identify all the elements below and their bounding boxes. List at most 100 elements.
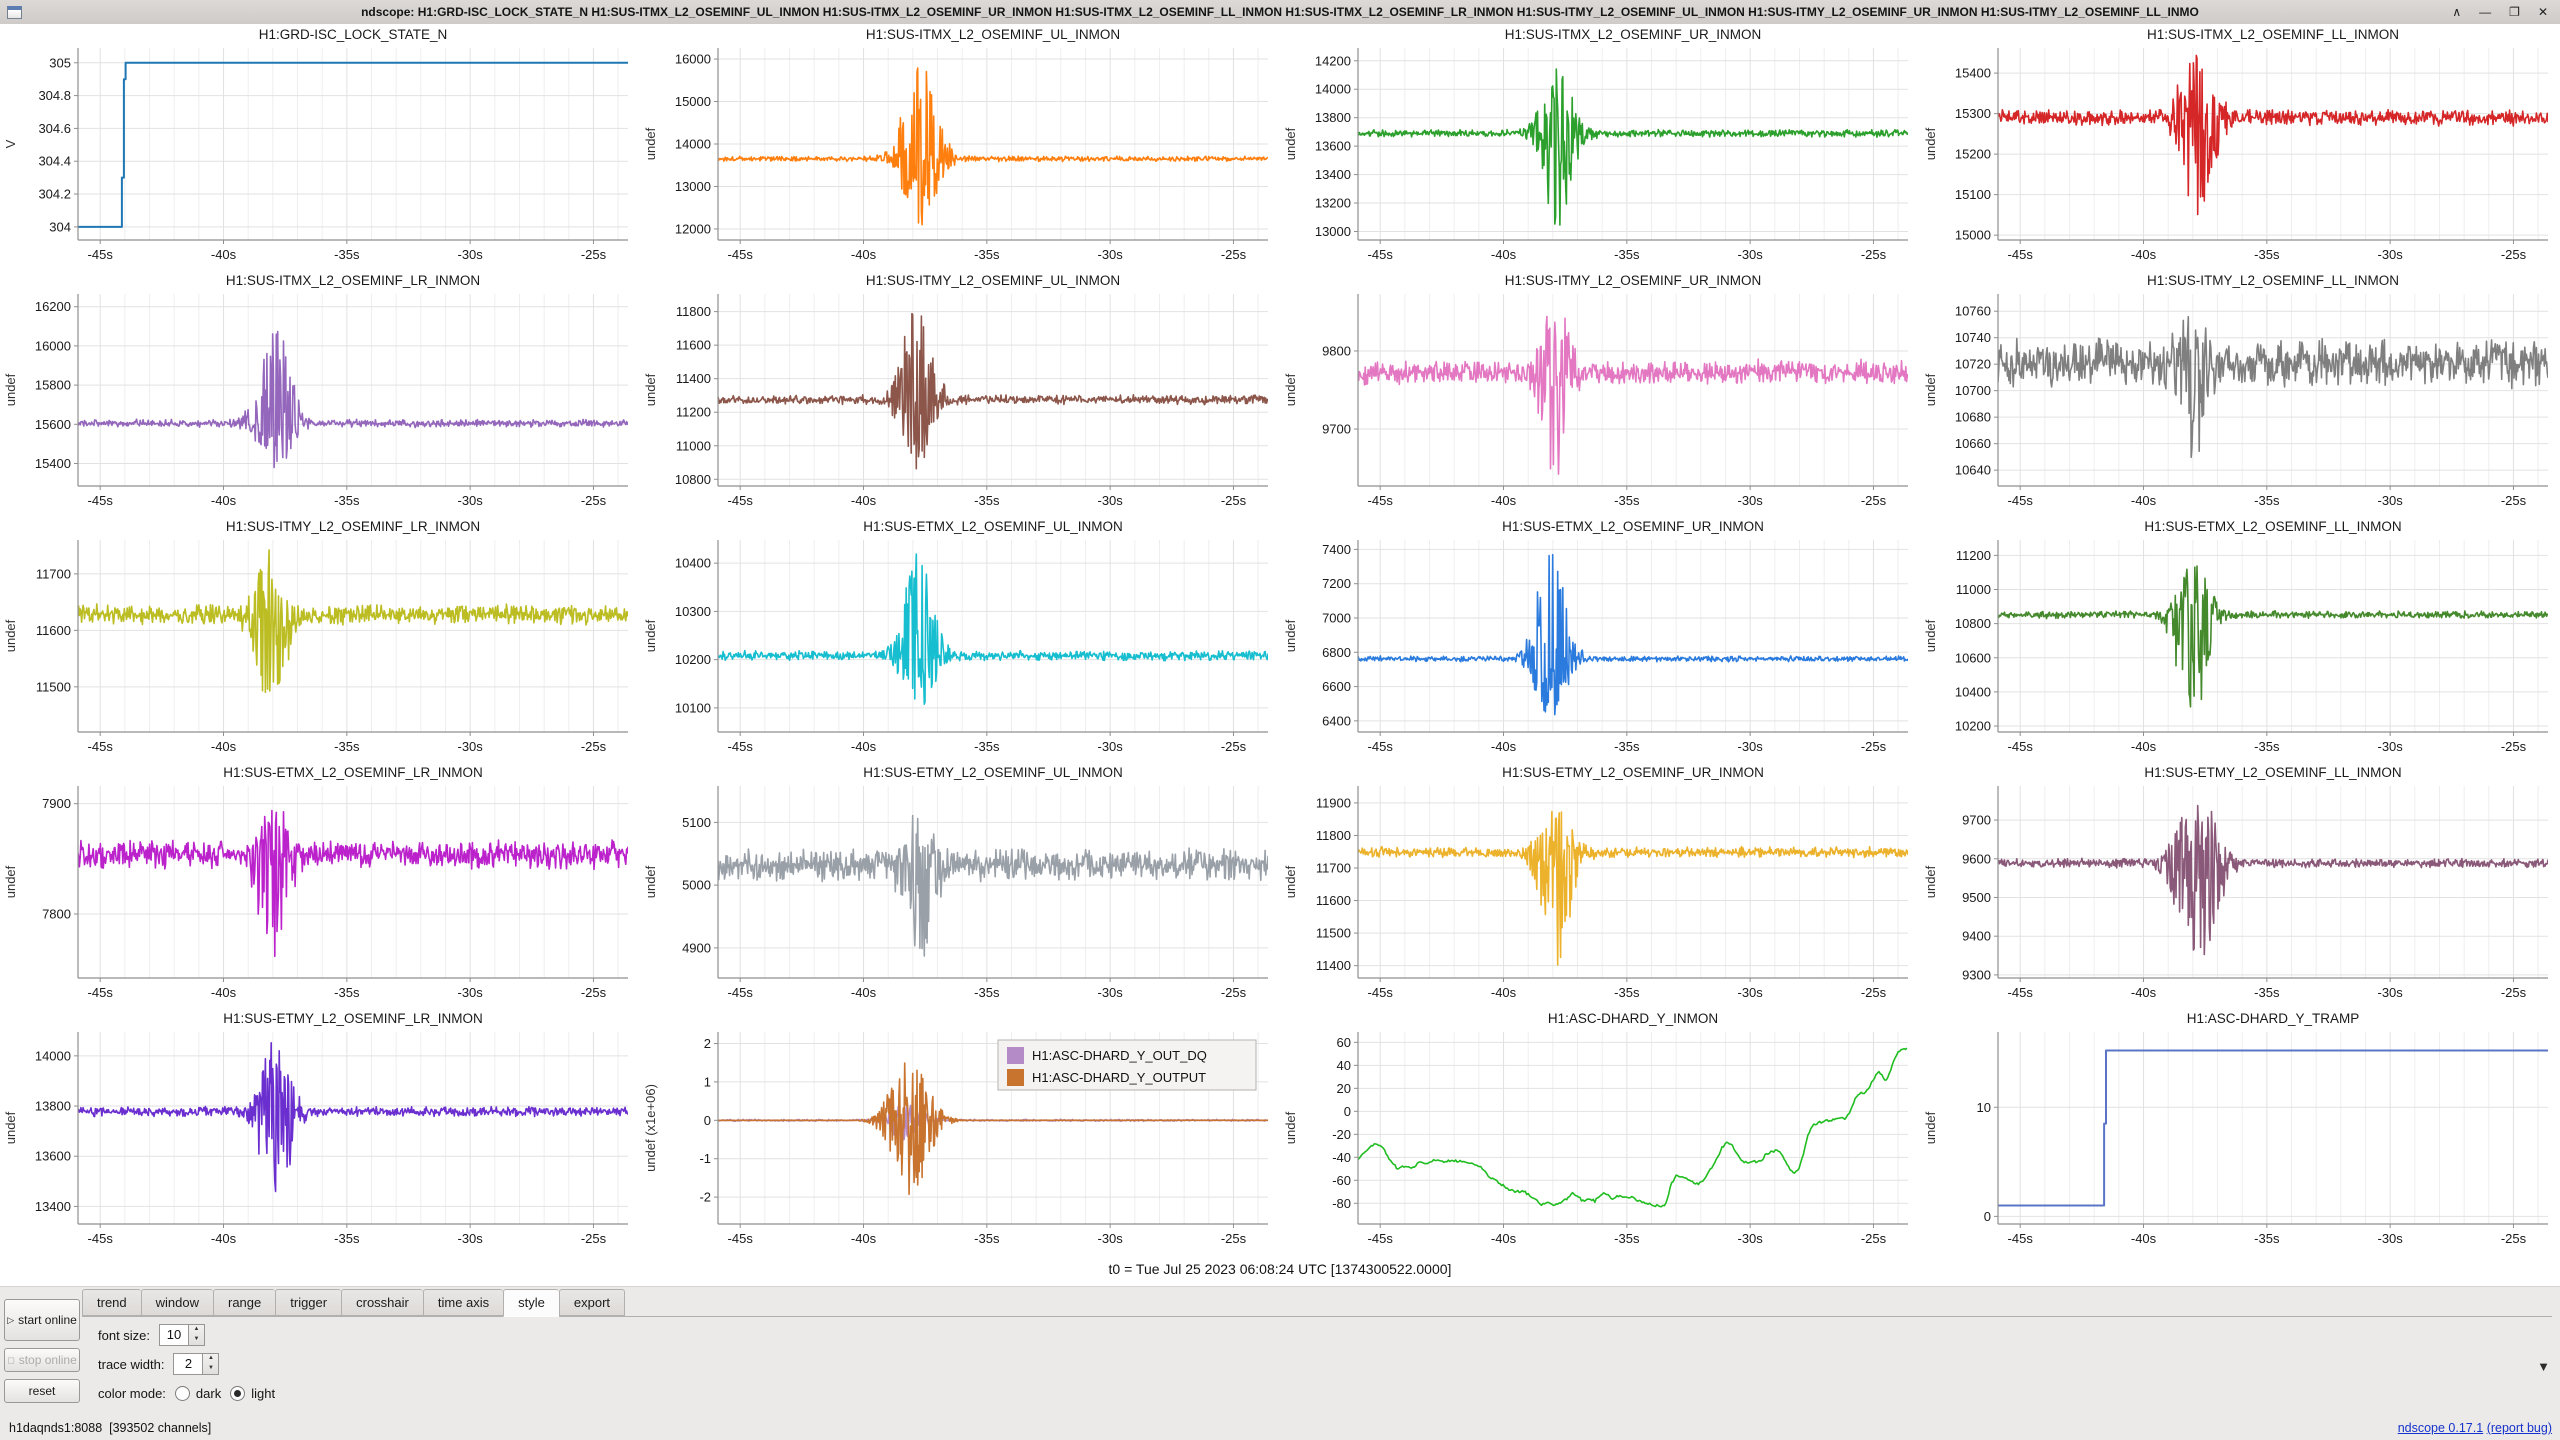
x-tick-label: -40s xyxy=(1491,493,1517,508)
color-mode-radio-dark[interactable] xyxy=(174,1385,190,1401)
y-tick-label: -2 xyxy=(699,1190,711,1205)
y-tick-label: 16000 xyxy=(675,52,711,67)
stop-online-button[interactable]: ◻ stop online xyxy=(4,1348,80,1372)
y-axis-label: undef xyxy=(1283,127,1298,160)
y-tick-label: 9800 xyxy=(1322,343,1351,358)
plot-canvas[interactable]: -45s -40s -35s -30s -25s 7800 7900 H1:SUS-ETMX_… xyxy=(0,762,640,1008)
maximize-icon[interactable]: ❐ xyxy=(2509,5,2520,19)
y-tick-label: 14200 xyxy=(1315,53,1351,68)
tab-style[interactable]: style xyxy=(503,1289,559,1317)
tab-range[interactable]: range xyxy=(213,1289,276,1316)
plot-canvas[interactable]: -45s -40s -35s -30s -25s 15400 15600 15800 16000… xyxy=(0,270,640,516)
tab-trigger[interactable]: trigger xyxy=(275,1289,342,1316)
plot-canvas[interactable]: -45s -40s -35s -30s -25s 13000 13200 13400 13600… xyxy=(1280,24,1920,270)
trace-H1:SUS-ETMY_L2_OSEMINF_UR_INMON xyxy=(1358,810,1908,966)
plot-canvas[interactable]: -45s -40s -35s -30s -25s 15000 15100 15200 15300… xyxy=(1920,24,2560,270)
version-link[interactable]: ndscope 0.17.1 xyxy=(2397,1421,2484,1435)
x-tick-label: -35s xyxy=(334,247,360,262)
x-tick-label: -30s xyxy=(2378,493,2404,508)
spin-up-icon[interactable]: ▲ xyxy=(208,1355,214,1361)
x-tick-label: -45s xyxy=(2008,985,2034,1000)
color-mode-radios: dark light xyxy=(174,1385,275,1401)
x-tick-label: -40s xyxy=(2131,985,2157,1000)
plot-canvas[interactable]: -45s -40s -35s -30s -25s 0 10 H1:ASC-DHARD_Y_TR… xyxy=(1920,1008,2560,1254)
x-tick-label: -45s xyxy=(88,1231,114,1246)
plot-H1:ASC-DHARD_Y_INMON: -45s -40s -35s -30s -25s -80 -60 -40 -20 0 20 40 60 H… xyxy=(1280,1008,1920,1254)
plot-H1:ASC-DHARD_Y_TRAMP: -45s -40s -35s -30s -25s 0 10 H1:ASC-DHARD_Y_TR… xyxy=(1920,1008,2560,1254)
y-tick-label: 11700 xyxy=(36,566,71,581)
y-tick-label: 13000 xyxy=(675,179,711,194)
x-tick-label: -35s xyxy=(974,985,1000,1000)
trace-H1:SUS-ITMX_L2_OSEMINF_LL_INMON xyxy=(1998,54,2548,216)
dropdown-arrow-icon[interactable]: ▼ xyxy=(2537,1359,2550,1374)
plot-canvas[interactable]: -45s -40s -35s -30s -25s 13400 13600 13800 14000… xyxy=(0,1008,640,1254)
trace-width-spinbox[interactable]: 2 ▲ ▼ xyxy=(173,1353,220,1375)
close-icon[interactable]: ✕ xyxy=(2537,5,2548,19)
y-tick-label: 15400 xyxy=(1955,66,1991,81)
y-tick-label: 10760 xyxy=(1955,304,1991,319)
y-axis-label: undef xyxy=(1283,373,1298,406)
trace-H1:SUS-ETMX_L2_OSEMINF_LR_INMON xyxy=(78,809,628,958)
trace-width-row: trace width: 2 ▲ ▼ xyxy=(98,1353,2552,1375)
plot-canvas[interactable]: -45s -40s -35s -30s -25s 10800 11000 11200 11400… xyxy=(640,270,1280,516)
font-size-value[interactable]: 10 xyxy=(166,1327,182,1342)
tab-export[interactable]: export xyxy=(558,1289,626,1316)
color-mode-radio-light[interactable] xyxy=(230,1385,246,1401)
x-tick-label: -30s xyxy=(1738,493,1764,508)
plot-canvas[interactable]: -45s -40s -35s -30s -25s 12000 13000 14000 15000… xyxy=(640,24,1280,270)
button-label: reset xyxy=(28,1384,56,1398)
reset-button[interactable]: reset xyxy=(4,1379,80,1403)
plot-canvas[interactable]: -45s -40s -35s -30s -25s 6400 6600 6800 7000 7200… xyxy=(1280,516,1920,762)
y-tick-label: 11500 xyxy=(36,679,71,694)
x-tick-label: -30s xyxy=(1098,493,1124,508)
plot-canvas[interactable]: -45s -40s -35s -30s -25s -2 -1 0 1 2 undef (x1e+06… xyxy=(640,1008,1280,1254)
spin-up-icon[interactable]: ▲ xyxy=(193,1326,200,1332)
y-tick-label: 13400 xyxy=(35,1199,71,1214)
plot-canvas[interactable]: -45s -40s -35s -30s -25s 304 304.2 304.4 304.6 30… xyxy=(0,24,640,270)
x-tick-label: -35s xyxy=(334,1231,360,1246)
plot-title: H1:ASC-DHARD_Y_TRAMP xyxy=(2187,1011,2360,1026)
x-tick-label: -45s xyxy=(1368,1231,1394,1246)
font-size-spin-arrows[interactable]: ▲ ▼ xyxy=(188,1325,205,1345)
x-tick-label: -45s xyxy=(728,1231,754,1246)
x-tick-label: -25s xyxy=(1221,1231,1247,1246)
plot-canvas[interactable]: -45s -40s -35s -30s -25s 9300 9400 9500 9600 9700… xyxy=(1920,762,2560,1008)
font-size-spinbox[interactable]: 10 ▲ ▼ xyxy=(159,1324,206,1346)
report-bug-link[interactable]: (report bug) xyxy=(2486,1421,2552,1435)
plot-canvas[interactable]: -45s -40s -35s -30s -25s 10100 10200 10300 10400… xyxy=(640,516,1280,762)
plot-canvas[interactable]: -45s -40s -35s -30s -25s 10640 10660 10680 10700… xyxy=(1920,270,2560,516)
x-tick-label: -25s xyxy=(1221,493,1247,508)
tab-trend[interactable]: trend xyxy=(82,1289,141,1316)
tab-window[interactable]: window xyxy=(140,1289,213,1316)
plot-canvas[interactable]: -45s -40s -35s -30s -25s 10200 10400 10600 10800… xyxy=(1920,516,2560,762)
trace-width-spin-arrows[interactable]: ▲ ▼ xyxy=(202,1354,219,1374)
shade-icon[interactable]: ∧ xyxy=(2452,5,2462,19)
plot-title: H1:SUS-ETMX_L2_OSEMINF_LL_INMON xyxy=(2144,519,2401,534)
button-label: start online xyxy=(18,1313,77,1327)
x-tick-label: -25s xyxy=(1861,739,1887,754)
trace-width-value[interactable]: 2 xyxy=(184,1356,193,1371)
trace-H1:SUS-ITMY_L2_OSEMINF_UR_INMON xyxy=(1358,315,1908,475)
tab-crosshair[interactable]: crosshair xyxy=(341,1289,423,1316)
plot-canvas[interactable]: -45s -40s -35s -30s -25s 4900 5000 5100 H1:SUS-E… xyxy=(640,762,1280,1008)
start-online-button[interactable]: ▷ start online xyxy=(4,1299,80,1341)
trace-H1:ASC-DHARD_Y_OUTPUT xyxy=(718,1062,1268,1196)
x-tick-label: -25s xyxy=(2501,985,2527,1000)
x-tick-label: -40s xyxy=(2131,1231,2157,1246)
spin-down-icon[interactable]: ▼ xyxy=(193,1336,200,1342)
x-tick-label: -25s xyxy=(581,247,607,262)
y-tick-label: 13800 xyxy=(1315,110,1351,125)
plot-canvas[interactable]: -45s -40s -35s -30s -25s 11500 11600 11700 H1:SU… xyxy=(0,516,640,762)
y-tick-label: 15000 xyxy=(675,94,711,109)
x-tick-label: -45s xyxy=(728,739,754,754)
plot-canvas[interactable]: -45s -40s -35s -30s -25s 9700 9800 H1:SUS-ITMY_… xyxy=(1280,270,1920,516)
minimize-icon[interactable]: ― xyxy=(2479,5,2492,19)
x-tick-label: -25s xyxy=(1861,247,1887,262)
plot-canvas[interactable]: -45s -40s -35s -30s -25s -80 -60 -40 -20 0 20 40 60 H… xyxy=(1280,1008,1920,1254)
font-size-row: font size: 10 ▲ ▼ xyxy=(98,1324,2552,1346)
tab-time-axis[interactable]: time axis xyxy=(422,1289,504,1316)
plot-canvas[interactable]: -45s -40s -35s -30s -25s 11400 11500 11600 11700… xyxy=(1280,762,1920,1008)
x-tick-label: -45s xyxy=(728,493,754,508)
trace-H1:SUS-ITMX_L2_OSEMINF_LR_INMON xyxy=(78,330,628,469)
spin-down-icon[interactable]: ▼ xyxy=(208,1365,214,1371)
